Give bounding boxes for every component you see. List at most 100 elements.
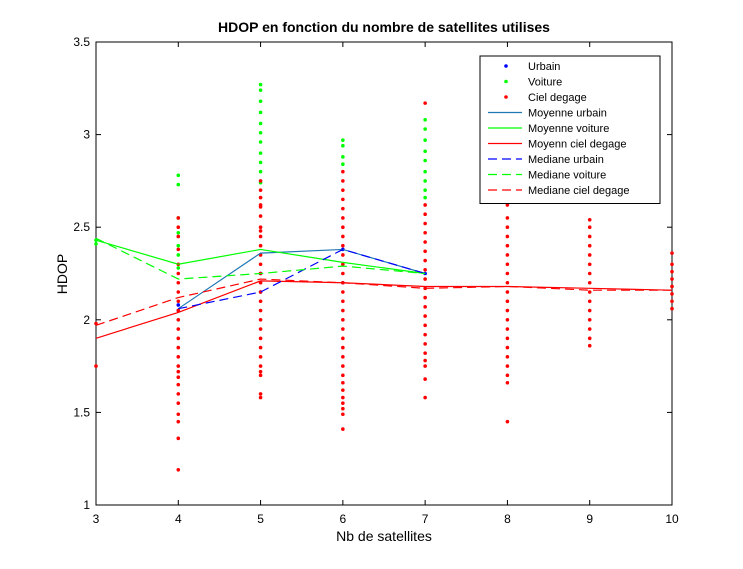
scatter-point <box>341 308 345 313</box>
scatter-point <box>341 188 345 192</box>
legend-label: Mediane urbain <box>528 154 604 166</box>
scatter-point <box>423 158 427 163</box>
scatter-point <box>505 225 510 229</box>
scatter-point <box>176 419 181 424</box>
scatter-point <box>176 173 181 178</box>
scatter-point <box>258 308 263 313</box>
scatter-point <box>258 262 263 267</box>
scatter-point <box>587 343 592 348</box>
scatter-series <box>94 82 427 270</box>
scatter-point <box>423 127 427 131</box>
x-axis-label: Nb de satellites <box>336 528 432 544</box>
scatter-point <box>341 225 345 229</box>
scatter-point <box>176 336 181 341</box>
scatter-point <box>176 412 181 417</box>
legend: Urbain Voiture Ciel degage Moyenne urbain Mo… <box>479 55 661 204</box>
legend-item: Moyenne urbain <box>488 108 607 120</box>
legend-label: Voiture <box>528 77 562 89</box>
scatter-point <box>258 99 263 104</box>
scatter-point <box>587 253 592 257</box>
scatter-point <box>258 151 263 155</box>
scatter-point <box>587 280 592 285</box>
scatter-point <box>341 253 345 257</box>
scatter-point <box>176 401 181 405</box>
x-axis: 3 4 5 6 7 8 9 10 <box>93 42 679 526</box>
y-tick-label: 2 <box>83 313 90 327</box>
scatter-point <box>670 251 674 255</box>
legend-item: Moyenn ciel degage <box>488 139 626 151</box>
scatter-point <box>423 179 427 183</box>
scatter-point <box>505 262 510 267</box>
scatter-point <box>423 212 427 217</box>
x-tick-label: 4 <box>175 512 182 526</box>
scatter-point <box>505 419 510 424</box>
scatter-point <box>505 345 510 350</box>
scatter-point <box>258 82 263 87</box>
y-axis-label: HDOP <box>54 254 70 294</box>
scatter-point <box>587 308 592 313</box>
scatter-point <box>341 395 345 400</box>
x-tick-label: 8 <box>504 512 511 526</box>
scatter-point <box>505 327 510 331</box>
series-line <box>177 248 426 310</box>
scatter-point <box>94 321 98 326</box>
scatter-point <box>176 216 181 220</box>
scatter-point <box>423 221 427 226</box>
scatter-point <box>670 277 674 281</box>
scatter-point <box>505 308 510 313</box>
series-line <box>178 248 426 310</box>
scatter-point <box>587 262 592 267</box>
scatter-point <box>258 121 263 126</box>
scatter-point <box>176 290 181 294</box>
scatter-point <box>423 138 427 142</box>
y-axis: 1 1.5 2 2.5 3 3.5 <box>73 35 672 512</box>
scatter-point <box>258 243 263 248</box>
scatter-point <box>341 155 345 159</box>
scatter-point <box>258 318 263 322</box>
scatter-point <box>258 392 263 396</box>
scatter-point <box>176 392 181 396</box>
scatter-point <box>505 299 510 304</box>
legend-label: Mediane voiture <box>528 170 606 182</box>
scatter-point <box>670 262 674 267</box>
scatter-point <box>341 234 345 239</box>
scatter-point <box>587 243 592 248</box>
scatter-point <box>94 364 98 368</box>
scatter-point <box>670 306 674 311</box>
x-tick-label: 10 <box>665 512 679 526</box>
series-line <box>95 280 673 339</box>
scatter-point <box>587 225 592 229</box>
scatter-point <box>258 188 263 192</box>
scatter-point <box>423 195 427 200</box>
scatter-point <box>670 284 674 289</box>
y-tick-label: 1 <box>83 498 90 512</box>
scatter-point <box>423 249 427 254</box>
scatter-point <box>341 138 345 142</box>
scatter-point <box>505 380 510 385</box>
scatter-point <box>258 234 263 239</box>
scatter-point <box>341 327 345 331</box>
scatter-point <box>341 271 345 276</box>
legend-item: Mediane ciel degage <box>488 185 630 197</box>
scatter-point <box>341 355 345 359</box>
scatter-point <box>341 406 345 411</box>
scatter-point <box>341 388 345 392</box>
scatter-point <box>258 299 263 304</box>
scatter-point <box>258 373 263 378</box>
scatter-point <box>423 267 427 272</box>
legend-item: Moyenne voiture <box>488 123 609 135</box>
scatter-point <box>423 271 427 276</box>
scatter-point <box>505 290 510 294</box>
x-tick-label: 3 <box>93 512 100 526</box>
legend-box <box>479 55 661 204</box>
scatter-point <box>423 342 427 346</box>
scatter-point <box>258 88 263 92</box>
scatter-point <box>505 373 510 378</box>
y-tick-label: 3 <box>83 128 90 142</box>
scatter-point <box>505 203 510 207</box>
scatter-point <box>258 160 263 165</box>
scatter-point <box>423 364 427 368</box>
scatter-point <box>423 188 427 192</box>
scatter-point <box>176 271 181 276</box>
scatter-point <box>341 169 345 174</box>
